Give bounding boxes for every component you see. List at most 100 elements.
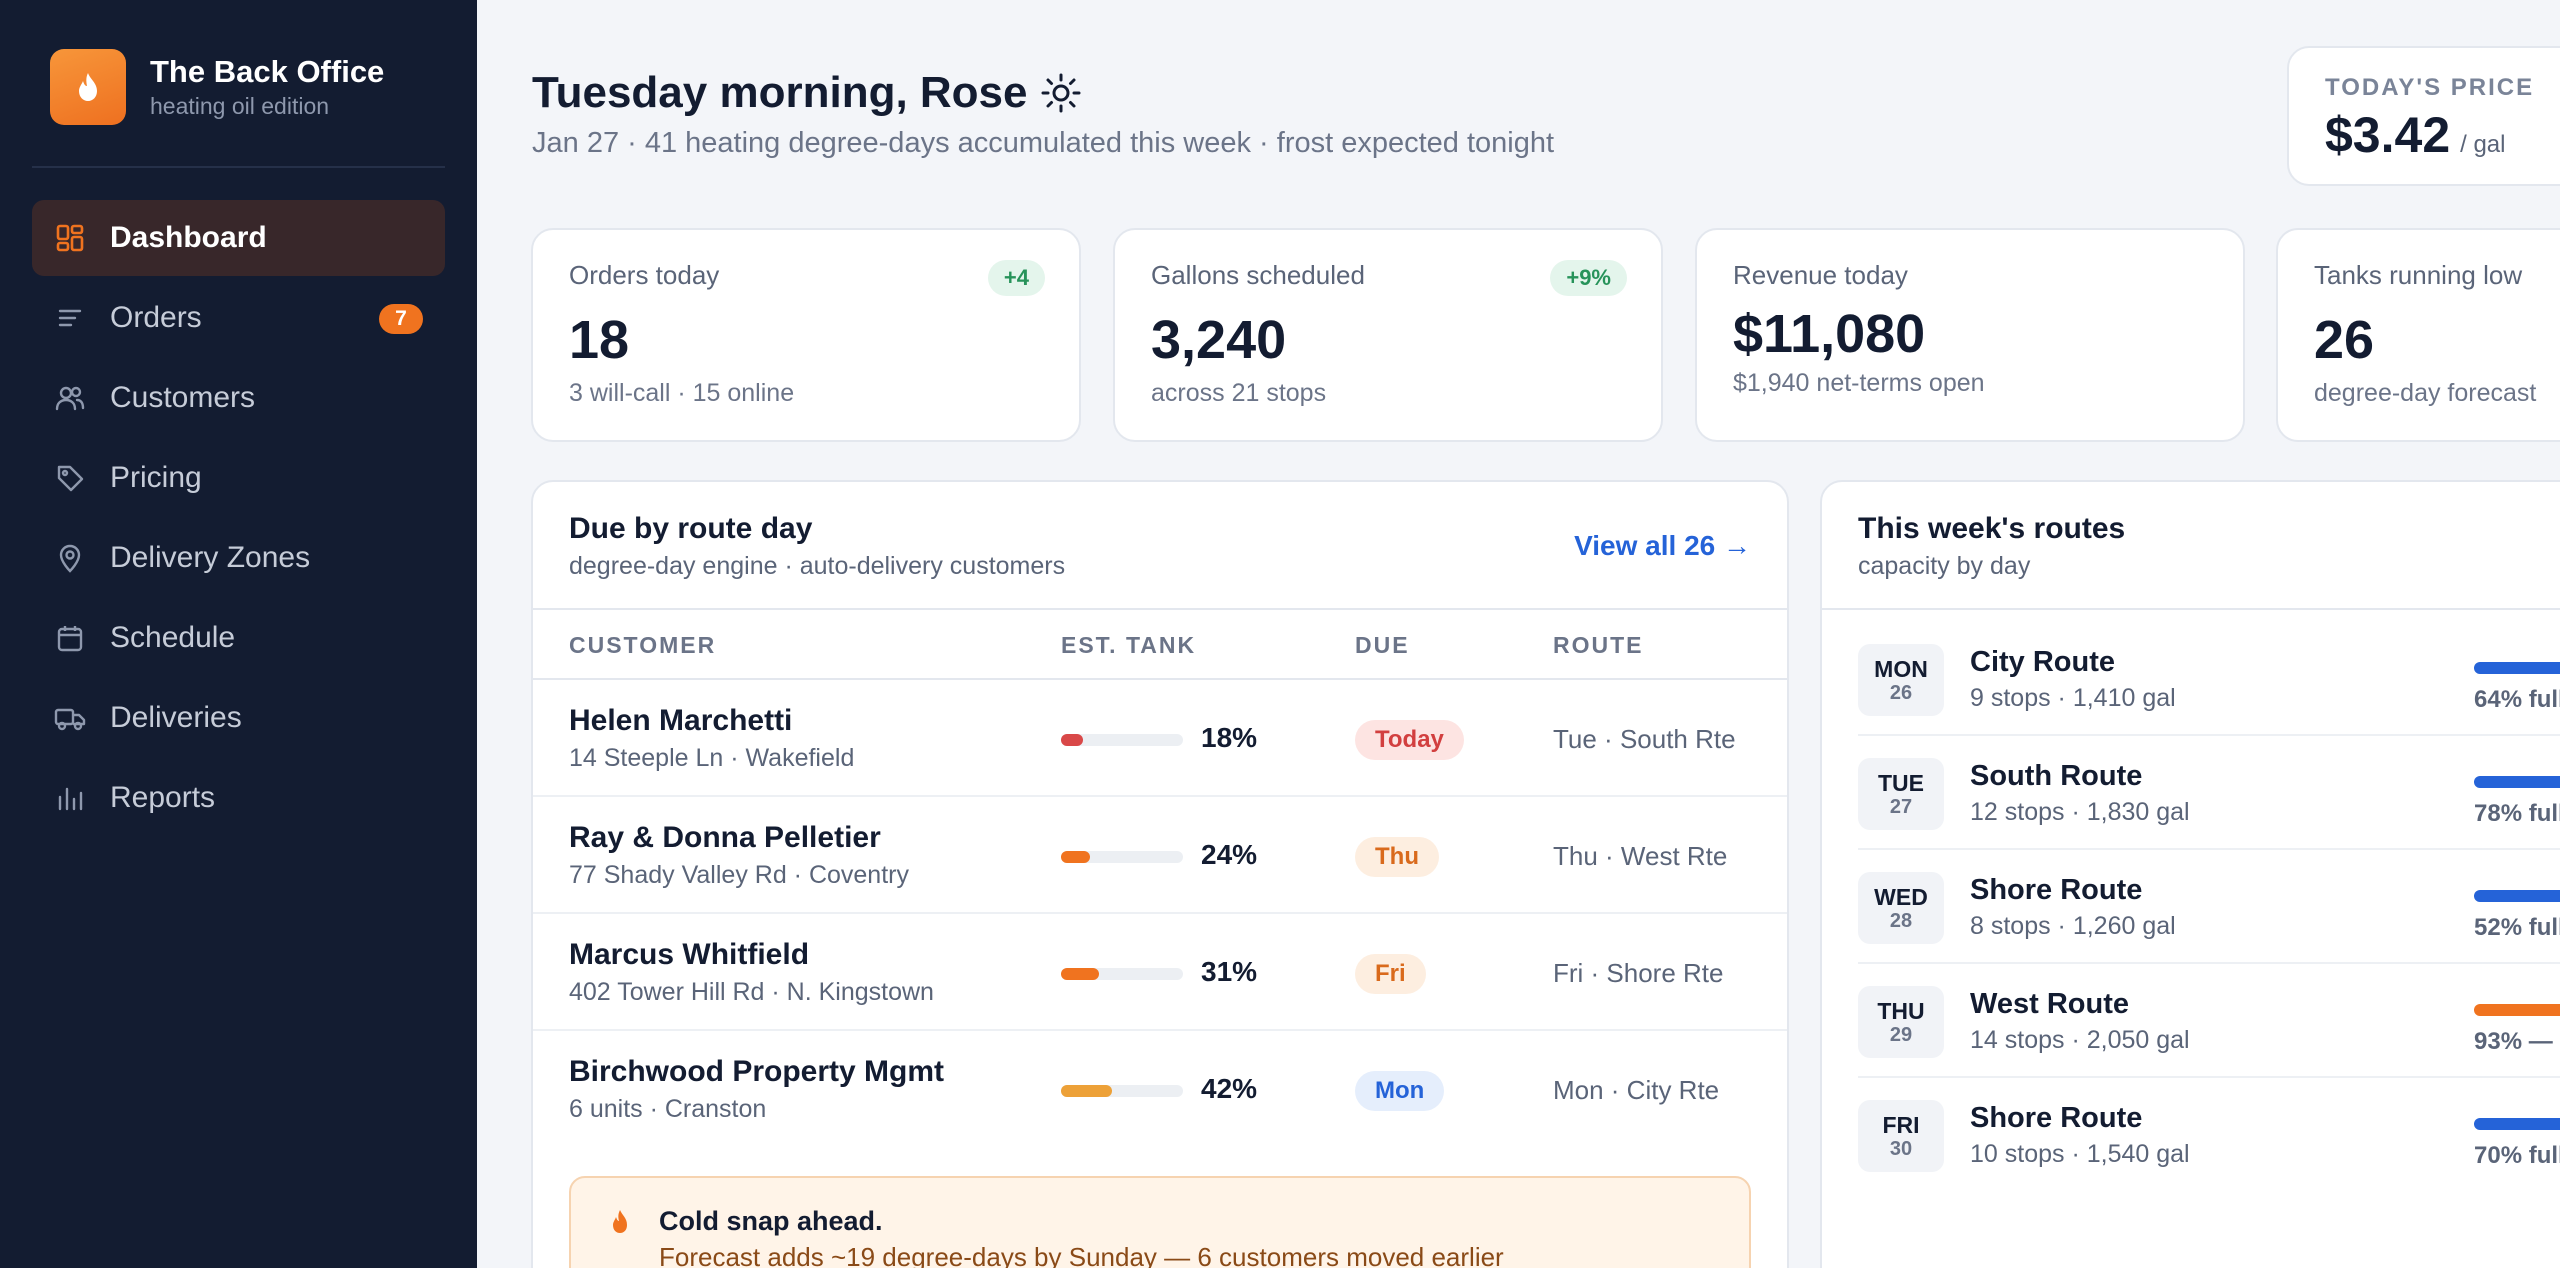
route-day-name: THU [1877,998,1925,1024]
delta-chip: +9% [1550,260,1627,296]
customer-name: Ray & Donna Pelletier [569,821,881,854]
sidebar-item-label: Dashboard [110,221,267,254]
tank-level-bar [1061,734,1183,746]
sidebar-item-schedule[interactable]: Schedule [32,600,445,676]
sidebar-item-customers[interactable]: Customers [32,360,445,436]
route-row[interactable]: WED 28 Shore Route 8 stops · 1,260 gal 52% f… [1858,850,2560,964]
stat-card-gallons-scheduled[interactable]: Gallons scheduled 3,240 across 21 stops … [1113,228,1663,442]
column-header-due[interactable]: DUE [1355,632,1410,658]
table-row[interactable]: Ray & Donna Pelletier 77 Shady Valley Rd … [533,797,1787,914]
route-row[interactable]: FRI 30 Shore Route 10 stops · 1,540 gal 70% … [1858,1078,2560,1192]
route-day-name: FRI [1882,1112,1920,1138]
price-value: $3.42 [2325,107,2451,163]
route-name: West Route [1970,988,2129,1020]
sidebar-item-label: Schedule [110,621,236,654]
route-day-date: 26 [1889,682,1913,704]
route-name: Shore Route [1970,1102,2143,1134]
stat-sub: degree-day forecast [2314,379,2537,407]
route-name: City Route [1970,646,2115,678]
route-day-date: 27 [1889,796,1913,818]
panel-subtitle: degree-day engine · auto-delivery custom… [569,552,1066,580]
route-capacity-bar [2474,1118,2560,1130]
users-icon [54,382,86,414]
page-subtitle: Jan 27 · 41 heating degree-days accumula… [532,127,1555,159]
sidebar-nav: Dashboard Orders 7 Customers Pricing D [32,200,445,840]
column-header-route[interactable]: ROUTE [1553,632,1644,658]
due-badge: Mon [1355,1071,1445,1111]
customer-address: 402 Tower Hill Rd · N. Kingstown [569,978,934,1006]
tank-level-fill [1061,734,1083,746]
tank-level-percent: 18% [1201,722,1258,753]
route-capacity-bar [2474,776,2560,788]
panel-header: Due by route day degree-day engine · aut… [533,482,1787,610]
route-capacity-label: 78% full [2474,800,2560,827]
route-day-date: 28 [1889,910,1913,932]
route-meta: 8 stops · 1,260 gal [1970,912,2176,940]
sidebar-item-label: Deliveries [110,701,242,734]
table-header: CUSTOMER EST. TANK DUE ROUTE [533,610,1787,680]
due-by-route-day-panel: Due by route day degree-day engine · aut… [531,480,1789,1268]
customer-address: 14 Steeple Ln · Wakefield [569,744,855,772]
stat-card-orders-today[interactable]: Orders today 18 3 will-call · 15 online … [531,228,1081,442]
stat-card-tanks-running-low[interactable]: Tanks running low 26 degree-day forecast [2276,228,2560,442]
stat-sub: across 21 stops [1151,379,1327,407]
column-header-est-tank[interactable]: EST. TANK [1061,632,1197,658]
stat-label: Revenue today [1733,260,1908,290]
sidebar-item-deliveries[interactable]: Deliveries [32,680,445,756]
sidebar-item-label: Delivery Zones [110,541,311,574]
route-capacity-label: 70% full [2474,1142,2560,1169]
route-capacity-bar [2474,1004,2560,1016]
sidebar-item-reports[interactable]: Reports [32,760,445,836]
brand-title: The Back Office [150,54,385,89]
tank-level-bar [1061,851,1183,863]
stat-label: Tanks running low [2314,260,2523,290]
customer-name: Birchwood Property Mgmt [569,1055,945,1088]
stat-value: 3,240 [1151,310,1287,370]
cold-snap-alert[interactable]: Cold snap ahead. Forecast adds ~19 degre… [569,1176,1751,1268]
route-meta: 9 stops · 1,410 gal [1970,684,2176,712]
stat-card-revenue-today[interactable]: Revenue today $11,080 $1,940 net-terms o… [1695,228,2245,442]
route-cell: Thu · West Rte [1553,841,1728,871]
route-meta: 12 stops · 1,830 gal [1970,798,2190,826]
brand-subtitle: heating oil edition [150,93,330,119]
column-header-customer[interactable]: CUSTOMER [569,632,717,658]
due-badge: Fri [1355,954,1426,994]
route-day-badge: MON 26 [1858,644,1944,716]
stat-value: 18 [569,310,630,370]
route-capacity-label: 52% full [2474,914,2560,941]
route-list: MON 26 City Route 9 stops · 1,410 gal 64% fu… [1822,622,2560,1192]
delta-chip: +4 [987,260,1045,296]
alert-title: Cold snap ahead. [659,1206,883,1236]
sidebar-item-dashboard[interactable]: Dashboard [32,200,445,276]
alert-body: Forecast adds ~19 degree-days by Sunday … [659,1242,1504,1268]
table-row[interactable]: Marcus Whitfield 402 Tower Hill Rd · N. K… [533,914,1787,1031]
route-row[interactable]: TUE 27 South Route 12 stops · 1,830 gal 78% … [1858,736,2560,850]
route-capacity-bar [2474,890,2560,902]
route-meta: 10 stops · 1,540 gal [1970,1140,2190,1168]
route-row[interactable]: THU 29 West Route 14 stops · 2,050 gal 93% —… [1858,964,2560,1078]
panel-title: This week's routes [1858,512,2126,545]
bar-chart-icon [54,782,86,814]
route-capacity-label: 93% — ne [2474,1028,2560,1055]
route-cell: Tue · South Rte [1553,724,1736,754]
route-row[interactable]: MON 26 City Route 9 stops · 1,410 gal 64% fu… [1858,622,2560,736]
sidebar-item-label: Orders [110,301,202,334]
view-all-link[interactable]: View all 26 → [1574,530,1751,561]
sidebar-item-delivery-zones[interactable]: Delivery Zones [32,520,445,596]
table-row[interactable]: Helen Marchetti 14 Steeple Ln · Wakefield… [533,680,1787,797]
grid-icon [54,222,86,254]
customer-address: 77 Shady Valley Rd · Coventry [569,861,909,889]
page-title: Tuesday morning, Rose [532,68,1082,118]
price-unit: / gal [2460,131,2506,158]
weekly-routes-panel: This week's routes capacity by day MON 26… [1820,480,2560,1268]
table-row[interactable]: Birchwood Property Mgmt 6 units · Cransto… [533,1031,1787,1148]
flame-icon [50,49,126,125]
sidebar-item-orders[interactable]: Orders 7 [32,280,445,356]
price-label: TODAY'S PRICE [2325,74,2535,101]
sidebar-item-pricing[interactable]: Pricing [32,440,445,516]
brand[interactable]: The Back Office heating oil edition [50,49,384,125]
tag-icon [54,462,86,494]
route-day-badge: THU 29 [1858,986,1944,1058]
sidebar-divider [32,166,445,168]
todays-price-card[interactable]: TODAY'S PRICE $3.42 / gal [2287,46,2560,186]
